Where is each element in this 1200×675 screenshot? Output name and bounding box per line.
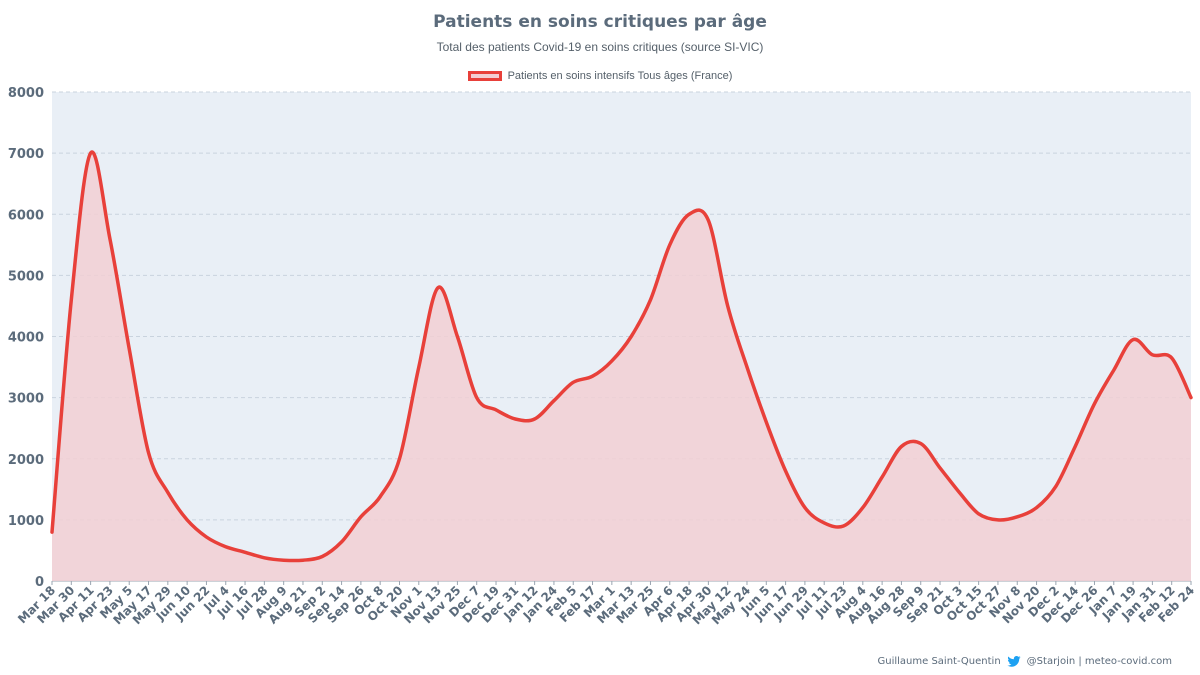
data-point <box>572 381 575 384</box>
data-point <box>514 417 517 421</box>
data-point <box>282 559 285 562</box>
data-point <box>166 491 169 494</box>
data-point <box>1016 515 1019 518</box>
data-point <box>224 545 227 548</box>
y-tick-label: 6000 <box>8 208 44 223</box>
data-point <box>1074 445 1077 448</box>
data-point <box>938 466 942 470</box>
data-point <box>630 335 633 338</box>
data-point <box>765 420 768 424</box>
data-point <box>1093 402 1096 405</box>
data-point <box>379 495 382 498</box>
data-point <box>494 408 498 412</box>
data-point <box>668 243 671 246</box>
data-point <box>359 515 363 518</box>
data-point <box>958 491 961 494</box>
series-area <box>52 151 1191 581</box>
data-point <box>880 475 884 479</box>
chart-footer: Guillaume Saint-Quentin @Starjoin | mete… <box>877 656 1172 667</box>
author-credit: Guillaume Saint-Quentin <box>877 656 1001 667</box>
data-point <box>803 506 807 509</box>
data-point <box>1035 506 1038 509</box>
y-tick-label: 4000 <box>8 331 44 346</box>
data-point <box>745 365 749 369</box>
data-point <box>108 237 112 240</box>
data-point <box>147 451 150 454</box>
data-point <box>205 535 208 539</box>
data-point <box>977 512 980 515</box>
y-tick-label: 7000 <box>8 147 44 162</box>
data-point <box>996 518 1000 522</box>
data-point <box>1054 485 1058 488</box>
data-point <box>687 213 691 216</box>
chart-legend[interactable]: Patients en soins intensifs Tous âges (F… <box>0 70 1200 82</box>
data-point <box>70 298 73 301</box>
data-point <box>1189 396 1193 399</box>
data-point <box>301 559 305 562</box>
y-tick-label: 8000 <box>8 86 44 101</box>
data-point <box>900 445 903 448</box>
data-point <box>726 304 729 308</box>
data-point <box>50 530 54 534</box>
twitter-bird-icon <box>1007 656 1021 667</box>
data-point <box>1131 338 1135 341</box>
data-point <box>842 524 845 528</box>
data-point <box>340 540 343 544</box>
chart-title: Patients en soins critiques par âge <box>433 12 767 32</box>
y-tick-label: 1000 <box>8 514 44 529</box>
y-tick-label: 3000 <box>8 392 44 407</box>
y-tick-label: 2000 <box>8 453 44 468</box>
data-point <box>919 442 922 445</box>
data-point <box>456 335 459 338</box>
data-point <box>436 286 440 289</box>
data-point <box>784 469 787 473</box>
data-point <box>1112 368 1116 372</box>
data-point <box>185 518 189 522</box>
data-point <box>823 521 826 525</box>
chart-subtitle: Total des patients Covid-19 en soins cri… <box>436 40 764 54</box>
legend-swatch <box>467 71 502 81</box>
data-point <box>475 396 478 399</box>
data-point <box>89 151 92 155</box>
data-point <box>1170 356 1173 360</box>
data-point <box>321 555 324 558</box>
data-point <box>707 219 710 222</box>
data-point <box>533 417 536 421</box>
y-tick-label: 5000 <box>8 269 44 284</box>
source-handle: @Starjoin | meteo-covid.com <box>1026 656 1172 667</box>
data-point <box>1151 353 1154 356</box>
data-point <box>417 365 420 369</box>
y-tick-label: 0 <box>35 575 44 590</box>
data-point <box>649 298 652 301</box>
data-point <box>552 399 556 402</box>
data-point <box>243 551 247 554</box>
data-point <box>128 347 131 350</box>
data-point <box>263 556 266 559</box>
data-point <box>398 457 401 460</box>
data-point <box>591 375 594 378</box>
legend-label: Patients en soins intensifs Tous âges (F… <box>507 70 733 82</box>
data-point <box>861 506 864 509</box>
data-point <box>610 359 613 363</box>
